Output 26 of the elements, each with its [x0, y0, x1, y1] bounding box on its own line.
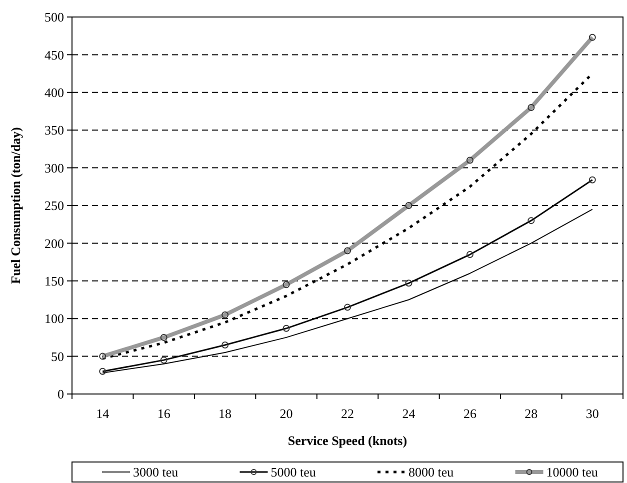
- y-tick-label: 500: [44, 10, 64, 25]
- y-tick-label: 0: [58, 386, 64, 402]
- y-tick-label: 250: [44, 198, 64, 214]
- y-tick-label: 150: [44, 273, 64, 288]
- x-tick-label: 24: [402, 406, 416, 421]
- x-tick-label: 28: [524, 406, 538, 421]
- legend-label: 5000 teu: [270, 464, 316, 480]
- legend-label: 8000 teu: [408, 464, 454, 480]
- x-tick-label: 14: [96, 406, 110, 421]
- y-tick-label: 100: [44, 311, 64, 326]
- y-tick-label: 450: [44, 47, 64, 62]
- x-axis-title: Service Speed (knots): [288, 433, 408, 448]
- legend-label: 10000 teu: [546, 464, 598, 480]
- y-tick-label: 200: [44, 236, 64, 251]
- x-tick-label: 20: [280, 406, 293, 421]
- x-tick-label: 22: [341, 406, 354, 421]
- y-axis-title: Fuel Consumption (ton/day): [8, 127, 23, 284]
- x-tick-label: 30: [586, 406, 599, 421]
- y-tick-label: 400: [44, 84, 64, 100]
- legend-label: 3000 teu: [133, 464, 179, 480]
- x-tick-label: 26: [463, 406, 477, 421]
- y-tick-label: 300: [44, 160, 64, 176]
- x-tick-label: 18: [218, 406, 232, 421]
- x-tick-label: 16: [157, 406, 171, 421]
- y-tick-label: 50: [51, 348, 64, 364]
- y-tick-label: 350: [44, 122, 64, 138]
